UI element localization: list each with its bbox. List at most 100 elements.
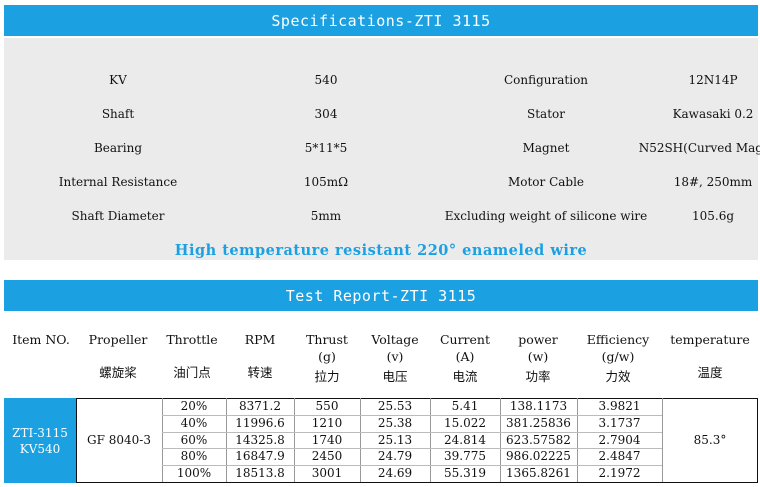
header-en: temperature <box>670 332 750 347</box>
cell-current: 55.319 <box>444 466 486 481</box>
header-zh: 温度 <box>697 365 723 380</box>
table-row: 60% 14325.8 1740 25.13 24.814 623.57582 2.7904 <box>0 433 760 448</box>
table-row: 100% 18513.8 3001 24.69 55.319 1365.8261 2.197… <box>0 466 760 481</box>
spec-label: KV <box>109 73 127 87</box>
cell-current: 5.41 <box>451 399 479 413</box>
cell-throttle: 60% <box>180 432 208 447</box>
spec-value2: 18#, 250mm <box>673 175 753 189</box>
spec-label: Bearing <box>93 141 143 155</box>
header-en: Propeller <box>88 332 148 347</box>
header-en: Thrust (g) <box>306 332 348 364</box>
header-zh: 电流 <box>452 369 478 384</box>
grid-vline <box>162 398 163 482</box>
grid-vline <box>294 398 295 482</box>
cell-power: 986.02225 <box>506 449 571 464</box>
spec-value: 304 <box>314 107 338 121</box>
header-cell: Propeller 螺旋桨 <box>68 331 168 381</box>
table-row: 80% 16847.9 2450 24.79 39.775 986.02225 2.4847 <box>0 449 760 464</box>
header-cell: Throttle 油门点 <box>142 331 242 381</box>
header-zh: 功率 <box>525 369 551 384</box>
spec-label2: Excluding weight of silicone wire <box>444 209 648 223</box>
spec-panel: KV 540 Configuration 12N14P Shaft 304 Stator Ka… <box>4 38 760 260</box>
spec-label2: Motor Cable <box>507 175 585 189</box>
table-border <box>76 398 758 483</box>
cell-efficiency: 3.9821 <box>598 399 641 413</box>
cell-current: 24.814 <box>444 432 486 447</box>
table-row: 40% 11996.6 1210 25.38 15.022 381.25836 3.1737 <box>0 416 760 431</box>
temperature-cell: 85.3° <box>693 433 727 447</box>
separator <box>4 260 758 278</box>
grid-vline <box>430 398 431 482</box>
header-cell: RPM 转速 <box>210 331 310 381</box>
item-no-cell: ZTI-3115 KV540 <box>4 398 76 483</box>
header-zh: 拉力 <box>314 369 340 384</box>
spec-row: Internal Resistance 105mΩ Motor Cable 18#, … <box>4 172 758 192</box>
spec-label: Internal Resistance <box>58 175 178 189</box>
spec-label2: Configuration <box>503 73 589 87</box>
spec-row: Bearing 5*11*5 Magnet N52SH(Curved Magnet) <box>4 138 760 158</box>
spec-row: Shaft 304 Stator Kawasaki 0.2 <box>4 104 758 124</box>
highlight-note: High temperature resistant 220° enameled… <box>174 242 588 259</box>
spec-value2: 12N14P <box>688 73 738 87</box>
header-en: power (w) <box>518 332 558 364</box>
header-en: Current (A) <box>439 332 491 364</box>
spec-value: 540 <box>314 73 338 87</box>
grid-hline <box>162 414 662 416</box>
header-en: Efficiency (g/w) <box>586 332 650 364</box>
header-cell: Item NO. <box>0 331 91 348</box>
cell-rpm: 8371.2 <box>239 399 281 413</box>
cell-power: 1365.8261 <box>506 466 571 481</box>
cell-throttle: 100% <box>176 466 212 481</box>
grid-vline <box>226 398 227 482</box>
cell-power: 381.25836 <box>506 415 571 430</box>
header-en: RPM <box>244 332 276 347</box>
test-title-banner: Test Report-ZTI 3115 <box>4 280 758 311</box>
header-zh: 电压 <box>382 369 408 384</box>
header-zh: 螺旋桨 <box>99 365 137 380</box>
cell-power: 138.1173 <box>509 399 568 413</box>
grid-hline <box>162 465 662 467</box>
spec-label2: Magnet <box>522 141 570 155</box>
cell-voltage: 25.53 <box>377 399 413 413</box>
spec-title: Specifications-ZTI 3115 <box>271 11 491 30</box>
spec-label2: Stator <box>527 107 565 121</box>
cell-thrust: 1740 <box>311 432 343 447</box>
test-title: Test Report-ZTI 3115 <box>285 286 477 305</box>
cell-rpm: 11996.6 <box>235 415 285 430</box>
header-cell: Current (A) 电流 <box>415 331 515 385</box>
cell-voltage: 25.13 <box>377 432 413 447</box>
cell-current: 15.022 <box>444 415 486 430</box>
cell-power: 623.57582 <box>506 432 571 447</box>
cell-thrust: 550 <box>315 399 339 413</box>
cell-rpm: 14325.8 <box>235 432 285 447</box>
header-en: Voltage (v) <box>371 332 419 364</box>
cell-voltage: 25.38 <box>377 415 413 430</box>
header-cell: power (w) 功率 <box>488 331 588 385</box>
header-zh: 油门点 <box>173 365 211 380</box>
header-cell: Efficiency (g/w) 力效 <box>568 331 668 385</box>
cell-current: 39.775 <box>444 449 486 464</box>
spec-label: Shaft Diameter <box>71 209 165 223</box>
grid-vline <box>360 398 361 482</box>
spec-value: 5mm <box>310 209 342 223</box>
header-zh: 转速 <box>247 365 273 380</box>
cell-thrust: 1210 <box>311 415 343 430</box>
spec-title-banner: Specifications-ZTI 3115 <box>4 5 758 36</box>
cell-voltage: 24.69 <box>377 466 413 481</box>
propeller-cell: GF 8040-3 <box>87 433 151 447</box>
spec-value2: 105.6g <box>691 209 735 223</box>
spec-value: 105mΩ <box>303 175 349 189</box>
cell-throttle: 80% <box>180 449 208 464</box>
cell-efficiency: 2.4847 <box>598 449 641 464</box>
cell-thrust: 3001 <box>311 466 343 481</box>
grid-vline <box>662 398 663 482</box>
grid-hline <box>162 448 662 450</box>
cell-rpm: 16847.9 <box>235 449 285 464</box>
spec-value2: N52SH(Curved Magnet) <box>638 141 760 155</box>
header-en: Throttle <box>166 332 218 347</box>
cell-voltage: 24.79 <box>377 449 413 464</box>
spec-row: Shaft Diameter 5mm Excluding weight of sil… <box>4 206 758 226</box>
header-cell: Thrust (g) 拉力 <box>277 331 377 385</box>
grid-vline <box>577 398 578 482</box>
cell-rpm: 18513.8 <box>235 466 285 481</box>
